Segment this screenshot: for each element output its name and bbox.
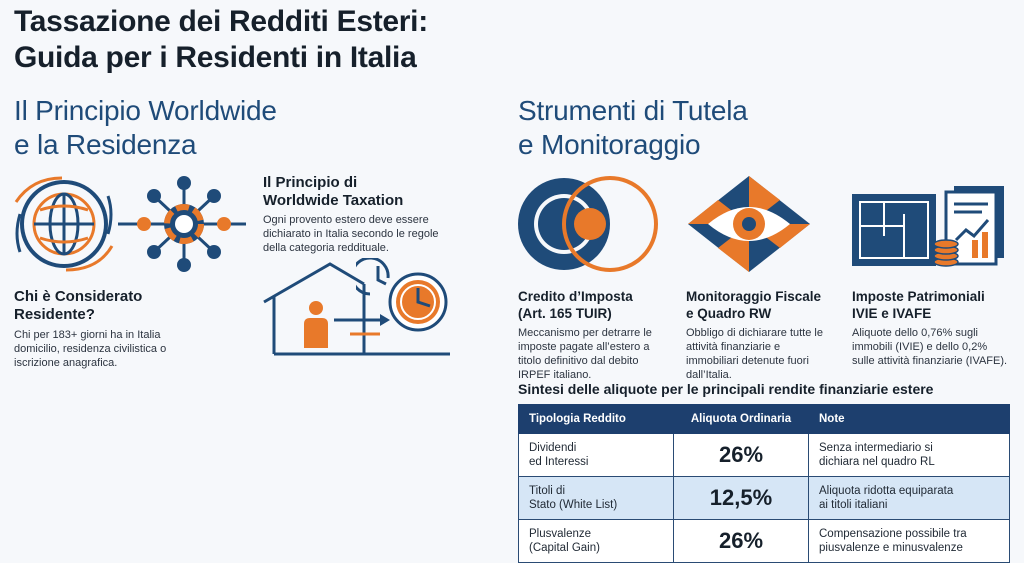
right-heading-line-2: e Monitoraggio xyxy=(518,129,701,160)
card-imposte-text-line-2: immobili (IVIE) e dello 0,2% xyxy=(852,341,988,353)
cell-tipologia-line-1: Dividendi xyxy=(529,442,577,454)
right-heading-line-1: Strumenti di Tutela xyxy=(518,95,748,126)
worldwide-title: Il Principio di Worldwide Taxation xyxy=(263,174,503,210)
card-monitoraggio-text-line-4: dall’Italia. xyxy=(686,369,732,381)
worldwide-text: Ogni provento estero deve essere dichiar… xyxy=(263,213,503,255)
header-note: Note xyxy=(808,404,1010,434)
card-imposte-text-line-1: Aliquote dello 0,76% sugli xyxy=(852,327,978,339)
card-monitoraggio-text: Obbligo di dichiarare tutte le attività … xyxy=(686,326,846,382)
card-monitoraggio-title-line-1: Monitoraggio Fiscale xyxy=(686,289,822,304)
resident-text: Chi per 183+ giorni ha in Italia domicil… xyxy=(14,328,254,370)
cell-tipologia: Plusvalenze (Capital Gain) xyxy=(518,519,674,563)
header-aliquota: Aliquota Ordinaria xyxy=(673,404,809,434)
left-heading-line-1: Il Principio Worldwide xyxy=(14,95,277,126)
clock-icon xyxy=(356,258,448,332)
worldwide-text-line-3: della categoria reddituale. xyxy=(263,242,389,254)
card-monitoraggio: Monitoraggio Fiscale e Quadro RW Obbligo… xyxy=(686,288,846,382)
card-credito-imposta: Credito d’Imposta (Art. 165 TUIR) Meccan… xyxy=(518,288,678,382)
card-credito-text-line-4: IRPEF italiano. xyxy=(518,369,592,381)
card-imposte-text: Aliquote dello 0,76% sugli immobili (IVI… xyxy=(852,326,1018,368)
page-title-line-2: Guida per i Residenti in Italia xyxy=(14,41,417,74)
table-row: Dividendi ed Interessi 26% Senza interme… xyxy=(518,433,1010,477)
cell-note-line-1: Senza intermediario si xyxy=(819,442,933,454)
cell-note-line-1: Aliquota ridotta equiparata xyxy=(819,485,954,497)
card-imposte-title-line-1: Imposte Patrimoniali xyxy=(852,289,985,304)
cell-note: Senza intermediario si dichiara nel quad… xyxy=(808,433,1010,477)
left-section-heading: Il Principio Worldwide e la Residenza xyxy=(14,94,374,162)
page-title: Tassazione dei Redditi Esteri: Guida per… xyxy=(14,4,534,76)
worldwide-text-line-1: Ogni provento estero deve essere xyxy=(263,214,429,226)
card-monitoraggio-title: Monitoraggio Fiscale e Quadro RW xyxy=(686,288,846,322)
resident-block: Chi è Considerato Residente? Chi per 183… xyxy=(14,288,254,370)
resident-title-line-2: Residente? xyxy=(14,306,95,323)
card-credito-text-line-1: Meccanismo per detrarre le xyxy=(518,327,652,339)
card-monitoraggio-text-line-1: Obbligo di dichiarare tutte le xyxy=(686,327,823,339)
cell-aliquota: 12,5% xyxy=(673,476,809,520)
cell-aliquota: 26% xyxy=(673,519,809,563)
card-imposte-patrimoniali: Imposte Patrimoniali IVIE e IVAFE Aliquo… xyxy=(852,288,1018,368)
worldwide-text-line-2: dichiarato in Italia secondo le regole xyxy=(263,228,439,240)
cell-note: Compensazione possibile tra piusvalenze … xyxy=(808,519,1010,563)
cell-note-line-1: Compensazione possibile tra xyxy=(819,528,967,540)
card-credito-text-line-2: imposte pagate all’estero a xyxy=(518,341,650,353)
cell-tipologia: Titoli di Stato (White List) xyxy=(518,476,674,520)
cell-note-line-2: dichiara nel quadro RL xyxy=(819,456,935,468)
card-monitoraggio-text-line-2: attività finanziarie e xyxy=(686,341,781,353)
resident-title: Chi è Considerato Residente? xyxy=(14,288,254,324)
cell-note-line-2: piusvalenze e minusvalenze xyxy=(819,542,963,554)
card-credito-title-line-1: Credito d’Imposta xyxy=(518,289,633,304)
eye-diamond-icon xyxy=(688,176,810,272)
table-title: Sintesi delle aliquote per le principali… xyxy=(518,381,934,397)
cell-tipologia: Dividendi ed Interessi xyxy=(518,433,674,477)
worldwide-title-line-1: Il Principio di xyxy=(263,174,358,191)
card-monitoraggio-title-line-2: e Quadro RW xyxy=(686,306,772,321)
worldwide-block: Il Principio di Worldwide Taxation Ogni … xyxy=(263,174,503,255)
card-monitoraggio-text-line-3: immobiliari detenute fuori xyxy=(686,355,809,367)
card-imposte-text-line-3: sulle attività finanziarie (IVAFE). xyxy=(852,355,1008,367)
blueprint-documents-icon xyxy=(852,186,1004,267)
table-row: Plusvalenze (Capital Gain) 26% Compensaz… xyxy=(518,519,1010,563)
cell-tipologia-line-2: Stato (White List) xyxy=(529,499,618,511)
card-credito-title-line-2: (Art. 165 TUIR) xyxy=(518,306,612,321)
card-imposte-title-line-2: IVIE e IVAFE xyxy=(852,306,932,321)
card-credito-title: Credito d’Imposta (Art. 165 TUIR) xyxy=(518,288,678,322)
table-row: Titoli di Stato (White List) 12,5% Aliqu… xyxy=(518,476,1010,520)
cell-tipologia-line-1: Titoli di xyxy=(529,485,565,497)
card-imposte-title: Imposte Patrimoniali IVIE e IVAFE xyxy=(852,288,1018,322)
resident-text-line-3: iscrizione anagrafica. xyxy=(14,357,118,369)
house-person-icon xyxy=(263,262,450,356)
venn-circles-icon xyxy=(518,176,658,272)
right-section-heading: Strumenti di Tutela e Monitoraggio xyxy=(518,94,878,162)
cell-note-line-2: ai titoli italiani xyxy=(819,499,888,511)
page-title-line-1: Tassazione dei Redditi Esteri: xyxy=(14,5,428,38)
network-hub-icon xyxy=(118,176,246,272)
cell-note: Aliquota ridotta equiparata ai titoli it… xyxy=(808,476,1010,520)
worldwide-title-line-2: Worldwide Taxation xyxy=(263,192,404,209)
cell-aliquota: 26% xyxy=(673,433,809,477)
resident-text-line-2: domicilio, residenza civilistica o xyxy=(14,343,167,355)
resident-text-line-1: Chi per 183+ giorni ha in Italia xyxy=(14,329,161,341)
cell-tipologia-line-1: Plusvalenze xyxy=(529,528,592,540)
table-header-row: Tipologia Reddito Aliquota Ordinaria Not… xyxy=(518,404,1010,434)
card-credito-text: Meccanismo per detrarre le imposte pagat… xyxy=(518,326,678,382)
globe-icon xyxy=(14,176,114,272)
resident-title-line-1: Chi è Considerato xyxy=(14,288,143,305)
rates-table: Tipologia Reddito Aliquota Ordinaria Not… xyxy=(518,404,1010,563)
cell-tipologia-line-2: ed Interessi xyxy=(529,456,589,468)
card-credito-text-line-3: titolo definitivo dal debito xyxy=(518,355,639,367)
header-tipologia: Tipologia Reddito xyxy=(518,404,674,434)
cell-tipologia-line-2: (Capital Gain) xyxy=(529,542,600,554)
left-heading-line-2: e la Residenza xyxy=(14,129,197,160)
